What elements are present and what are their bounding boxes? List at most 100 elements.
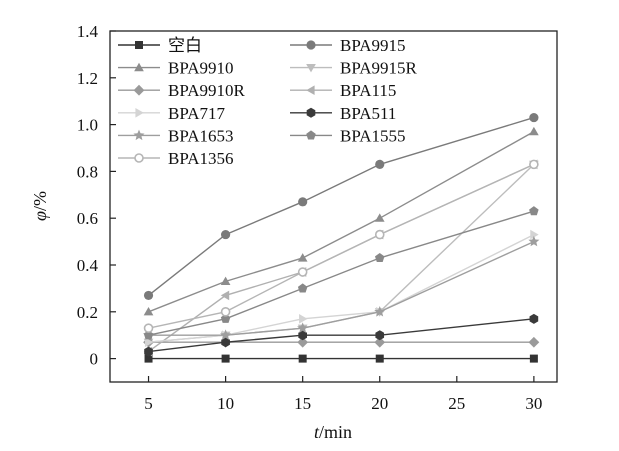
- legend-marker: [306, 85, 315, 96]
- legend-marker: [135, 41, 143, 49]
- legend-marker: [135, 107, 144, 118]
- y-axis-title: φ/%: [30, 191, 50, 221]
- legend-item: 空白: [118, 36, 202, 55]
- data-point: [529, 126, 539, 136]
- x-tick-label: 10: [217, 394, 234, 413]
- series-3: [143, 126, 539, 316]
- legend-marker: [306, 130, 316, 140]
- legend-label: BPA1555: [340, 126, 406, 145]
- legend-marker: [133, 129, 145, 141]
- legend-label: BPA1653: [168, 126, 234, 145]
- series-11: [143, 159, 539, 333]
- y-tick-label: 0.2: [77, 303, 98, 322]
- data-point: [143, 307, 154, 316]
- data-point: [144, 346, 153, 357]
- data-point: [529, 206, 539, 216]
- legend-item: BPA9910R: [118, 81, 246, 100]
- legend-label: BPA1356: [168, 149, 234, 168]
- x-axis-title: t/min: [314, 422, 352, 442]
- legend-marker: [134, 153, 144, 163]
- legend-item: BPA1555: [290, 126, 406, 145]
- legend-item: BPA115: [290, 81, 396, 100]
- legend-label: BPA9910: [168, 59, 234, 78]
- legend-marker: [134, 62, 144, 72]
- series-7: [144, 229, 539, 348]
- legend-marker: [306, 64, 316, 73]
- data-point: [220, 290, 230, 301]
- data-point: [143, 323, 154, 333]
- x-tick-label: 25: [448, 394, 465, 413]
- data-point: [375, 330, 385, 341]
- data-point: [143, 330, 154, 340]
- data-point: [297, 267, 308, 277]
- data-point: [221, 337, 230, 348]
- legend-label: BPA9915R: [340, 59, 418, 78]
- data-point: [221, 229, 231, 240]
- data-point: [143, 290, 154, 301]
- data-point: [374, 306, 386, 317]
- data-point: [374, 229, 385, 240]
- data-point: [528, 336, 540, 348]
- y-tick-label: 0.8: [77, 162, 98, 181]
- plot-frame: [109, 30, 558, 383]
- legend-label: 空白: [168, 36, 202, 55]
- data-point: [298, 197, 308, 207]
- data-point: [297, 283, 308, 293]
- data-point: [221, 354, 230, 363]
- data-point: [529, 354, 538, 363]
- data-point: [529, 159, 539, 170]
- data-point: [374, 213, 385, 222]
- data-point: [375, 354, 384, 363]
- y-tick-label: 0.6: [77, 209, 98, 228]
- data-point: [529, 313, 539, 324]
- data-point: [220, 306, 231, 317]
- legend-label: BPA115: [340, 81, 396, 100]
- y-axis: 0 0.2 0.4 0.6 0.8 1.0 1.2 1.4: [77, 22, 116, 369]
- data-point: [297, 253, 308, 262]
- data-point: [297, 336, 309, 348]
- x-tick-label: 30: [525, 394, 542, 413]
- data-point: [220, 313, 231, 323]
- legend-marker: [306, 107, 316, 118]
- y-tick-label: 0: [90, 350, 99, 369]
- series-line: [148, 163, 535, 329]
- series-2: [143, 112, 539, 301]
- y-tick-label: 1.4: [77, 22, 99, 41]
- legend-label: BPA717: [168, 104, 226, 123]
- legend-label: BPA9910R: [168, 81, 246, 100]
- data-point: [299, 313, 308, 324]
- legend: 空白 BPA9915 BPA9910 BPA9915R BPA9910R BPA115 BP…: [118, 36, 418, 168]
- data-point: [530, 229, 539, 240]
- data-point: [374, 252, 385, 263]
- x-axis: 5 10 15 20 25 30: [144, 376, 542, 413]
- data-point: [529, 112, 539, 123]
- data-point: [298, 354, 307, 363]
- x-tick-label: 20: [371, 394, 388, 413]
- data-point: [220, 329, 232, 340]
- data-point: [144, 337, 154, 348]
- x-tick-label: 5: [144, 394, 153, 413]
- data-point: [298, 330, 307, 341]
- legend-item: BPA9915R: [290, 59, 418, 78]
- data-point: [144, 354, 153, 363]
- data-point: [220, 276, 231, 285]
- x-tick-label: 15: [294, 394, 311, 413]
- y-tick-label: 1.0: [77, 116, 98, 135]
- legend-marker: [133, 84, 145, 96]
- legend-item: BPA9915: [290, 36, 406, 55]
- series-5: [143, 336, 540, 348]
- series-layer: [143, 112, 540, 363]
- legend-label: BPA511: [340, 104, 396, 123]
- legend-item: BPA1356: [118, 149, 234, 168]
- legend-label: BPA9915: [340, 36, 406, 55]
- series-1: [144, 354, 538, 363]
- legend-item: BPA511: [290, 104, 396, 123]
- legend-marker: [306, 40, 316, 50]
- series-8: [144, 313, 539, 357]
- legend-item: BPA1653: [118, 126, 234, 145]
- legend-item: BPA9910: [118, 59, 234, 78]
- y-tick-label: 0.4: [77, 256, 99, 275]
- data-point: [375, 159, 385, 169]
- data-point: [297, 322, 309, 333]
